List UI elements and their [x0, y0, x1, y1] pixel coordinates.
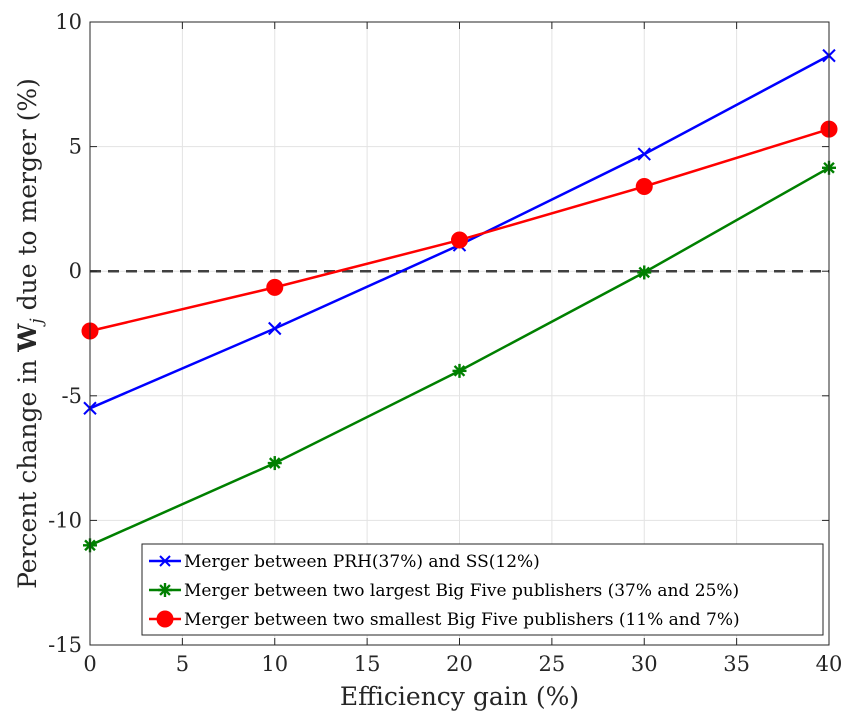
y-axis-label-subscript: j [27, 318, 47, 328]
legend-entry: Merger between two smallest Big Five pub… [149, 610, 740, 630]
y-tick-label: 5 [69, 135, 82, 159]
marker-asterisk-stroke [453, 365, 466, 377]
legend-label: Merger between two largest Big Five publ… [184, 581, 739, 601]
y-tick-label: -15 [48, 633, 82, 657]
x-tick-label: 35 [723, 652, 750, 676]
marker-circle [451, 231, 468, 249]
axis-ticks [89, 21, 830, 646]
tick-labels: 0 5 10 15 20 25 30 35 40 -15 -10 -5 0 5 10 [48, 10, 842, 676]
marker-circle [635, 177, 653, 195]
legend-entry: Merger between PRH(37%) and SS(12%) [149, 552, 540, 572]
x-tick-label: 10 [261, 652, 288, 676]
marker-x [268, 321, 282, 336]
marker-asterisk [637, 265, 652, 280]
marker-x [159, 555, 171, 567]
marker-asterisk [158, 583, 172, 597]
y-axis-label: Percent change in Wj due to merger (%) [13, 78, 47, 589]
x-tick-label: 20 [446, 652, 473, 676]
marker-circle [266, 278, 284, 296]
marker-asterisk-stroke [159, 584, 171, 596]
legend-entry: Merger between two largest Big Five publ… [149, 581, 739, 601]
legend-entries: Merger between PRH(37%) and SS(12%) Merge… [149, 552, 740, 630]
marker-asterisk [452, 363, 467, 378]
y-tick-label: -5 [62, 384, 82, 408]
y-tick-label: -10 [48, 508, 82, 532]
x-tick-label: 5 [176, 652, 189, 676]
x-tick-label: 0 [83, 652, 96, 676]
marker-asterisk-stroke [638, 266, 651, 279]
marker-x-stroke [159, 555, 171, 567]
y-axis-label-prefix: Percent change in [13, 352, 42, 589]
legend-label: Merger between two smallest Big Five pub… [184, 610, 740, 630]
y-tick-label: 10 [55, 10, 82, 34]
x-tick-label: 25 [539, 652, 566, 676]
legend-label: Merger between PRH(37%) and SS(12%) [184, 552, 540, 572]
marker-x-stroke [637, 147, 651, 161]
y-axis-label-suffix: due to merger (%) [13, 78, 42, 318]
marker-asterisk [267, 456, 282, 471]
x-tick-label: 40 [816, 652, 843, 676]
marker-asterisk-stroke [268, 457, 281, 469]
x-tick-label: 30 [631, 652, 658, 676]
x-tick-label: 15 [354, 652, 381, 676]
legend: Merger between PRH(37%) and SS(12%) Merge… [141, 543, 824, 636]
series-group [81, 48, 838, 553]
y-axis-label-bold-w: W [13, 323, 42, 353]
marker-x [637, 147, 651, 161]
marker-x-stroke [268, 321, 282, 336]
y-tick-label: 0 [69, 259, 82, 283]
marker-circle [156, 610, 174, 628]
x-axis-label: Efficiency gain (%) [340, 682, 579, 711]
legend-box [141, 543, 824, 636]
